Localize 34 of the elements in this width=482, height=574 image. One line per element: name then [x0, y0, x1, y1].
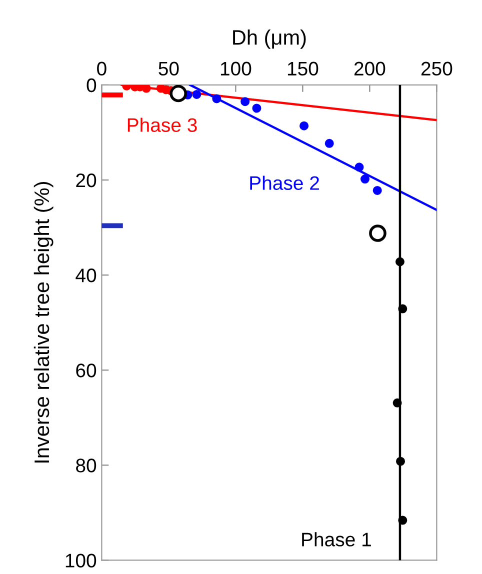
- point: [240, 97, 250, 106]
- y-tick-label: 40: [76, 268, 96, 282]
- series-label: Phase 1: [302, 532, 371, 546]
- point: [392, 398, 402, 408]
- x-tick-label: 100: [220, 62, 252, 76]
- point: [142, 84, 151, 93]
- point: [372, 186, 382, 195]
- y-axis-title: Inverse relative tree height (%): [34, 182, 54, 462]
- series-label: Phase 2: [250, 176, 319, 190]
- point: [324, 138, 334, 148]
- y-tick-label: 100: [66, 554, 96, 568]
- x-tick-label: 50: [158, 62, 179, 76]
- point: [252, 104, 262, 113]
- x-tick-label: 200: [354, 62, 386, 76]
- series-label: Phase 3: [128, 118, 197, 132]
- y-tick-label: 60: [76, 364, 96, 378]
- point: [300, 121, 309, 130]
- x-axis-title: Dh (μm): [233, 30, 306, 49]
- x-tick-label: 250: [421, 62, 452, 76]
- point: [398, 304, 408, 314]
- point: [354, 162, 364, 172]
- y-tick-label: 80: [76, 458, 96, 472]
- point: [396, 456, 406, 466]
- y-tick-label: 20: [76, 173, 96, 188]
- x-tick-label: 0: [97, 62, 106, 76]
- point: [212, 94, 222, 104]
- x-tick-label: 150: [288, 62, 318, 76]
- point: [398, 516, 408, 525]
- point: [395, 257, 404, 266]
- point: [170, 84, 188, 102]
- point: [192, 90, 202, 99]
- y-tick-label: 0: [86, 78, 96, 92]
- point: [369, 224, 386, 242]
- point: [360, 174, 370, 184]
